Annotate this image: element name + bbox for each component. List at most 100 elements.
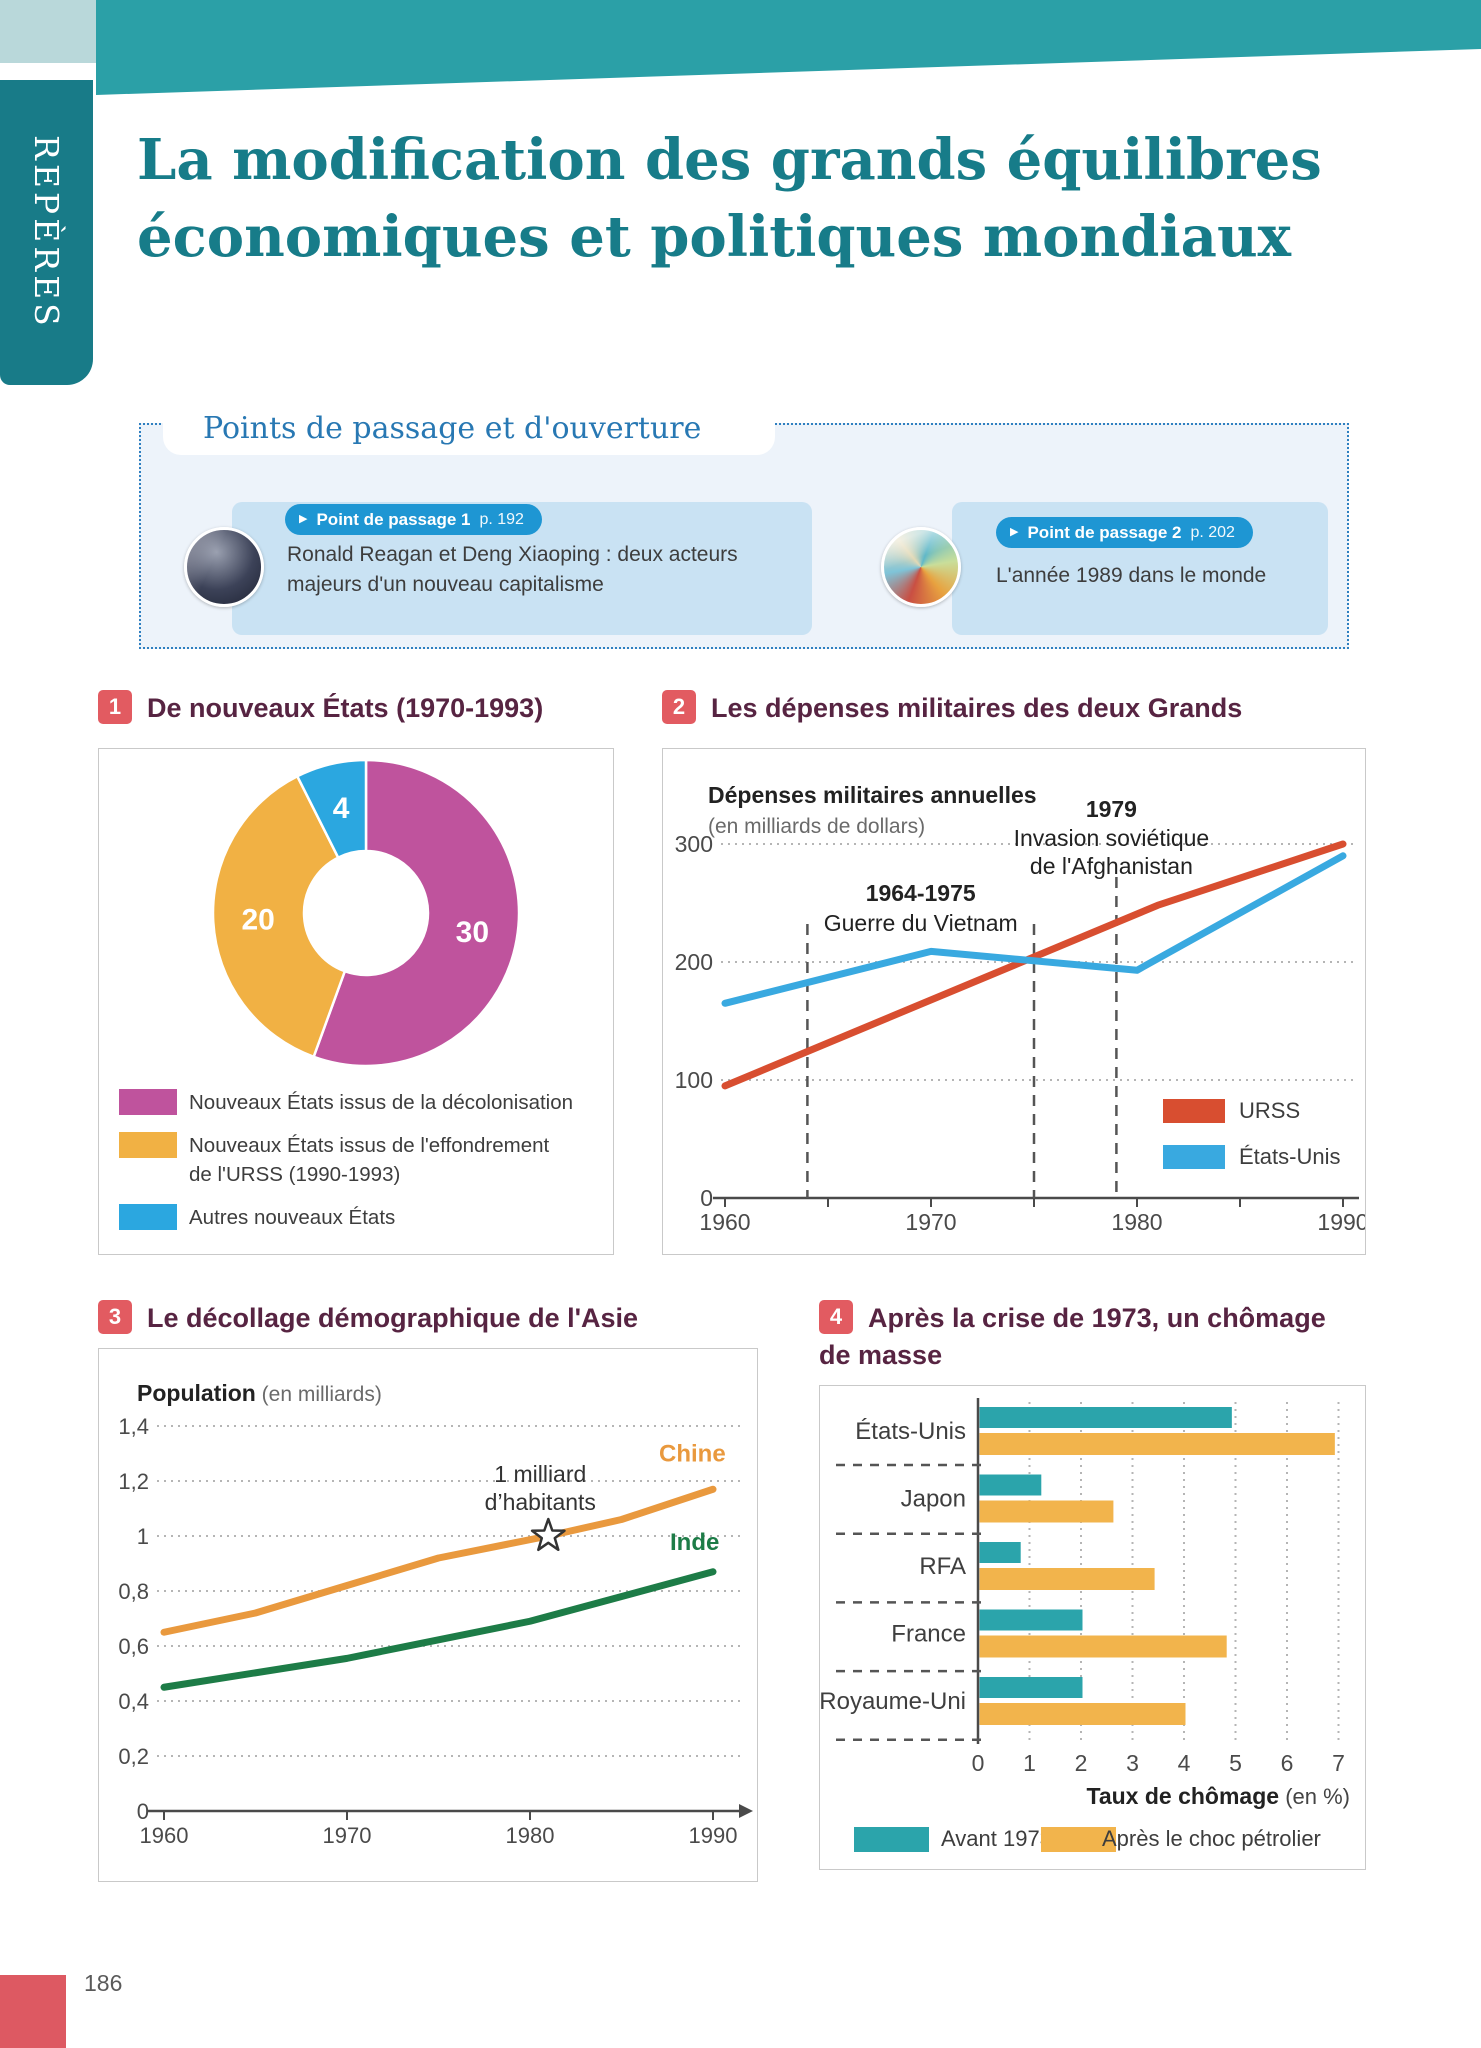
pill-page-ref: p. 192	[479, 510, 524, 528]
donut-slice	[211, 774, 347, 1059]
series-line-URSS	[721, 840, 1347, 1090]
star-marker	[530, 1517, 566, 1552]
section-1-header: 1 De nouveaux États (1970-1993)	[98, 690, 603, 727]
legend-swatch	[854, 1827, 929, 1852]
card-caption: L'année 1989 dans le monde	[996, 564, 1267, 587]
points-panel-tab: Points de passage et d'ouverture	[163, 401, 775, 455]
x-tick-label: 1	[1023, 1750, 1036, 1776]
legend-swatch	[1041, 1827, 1116, 1852]
military-spending-chart-box: Dépenses militaires annuelles (en milliar…	[662, 748, 1369, 1255]
pill-label: Point de passage 2	[1027, 522, 1182, 542]
y-tick-label: 1,2	[118, 1469, 149, 1494]
bar-avant-France	[979, 1609, 1083, 1631]
card-caption: Ronald Reagan et Deng Xiaoping : deux ac…	[287, 543, 738, 596]
x-tick-label: 2	[1075, 1750, 1088, 1776]
bar-apres-RFA	[979, 1568, 1155, 1590]
x-tick-label: 1990	[689, 1823, 738, 1848]
section-3-title: Le décollage démographique de l'Asie	[147, 1303, 639, 1333]
point-passage-card-1[interactable]: ▶ Point de passage 1 p. 192 Ronald Reaga…	[232, 502, 812, 635]
x-tick-label: 6	[1281, 1750, 1294, 1776]
points-panel-title: Points de passage et d'ouverture	[203, 410, 702, 446]
y-tick-label: 0,8	[118, 1579, 149, 1604]
x-tick-label: 1970	[323, 1823, 372, 1848]
x-axis-label: Taux de chômage (en %)	[1087, 1783, 1351, 1809]
legend-swatch	[119, 1204, 177, 1230]
annotation-text: d’habitants	[485, 1489, 596, 1515]
axis-arrow	[739, 1804, 753, 1818]
corner-accent	[0, 0, 96, 63]
legend-label: Nouveaux États issus de l'effondrement	[189, 1134, 550, 1157]
category-label: Royaume-Uni	[820, 1688, 966, 1715]
legend-label: Nouveaux États issus de la décolonisatio…	[189, 1091, 573, 1114]
series-label-Chine: Chine	[659, 1440, 726, 1467]
series-label-Inde: Inde	[670, 1529, 719, 1556]
berlin-wall-1989-photo	[881, 527, 961, 607]
annotation-title: 1964-1975	[866, 880, 976, 906]
footer-accent-square	[0, 1975, 66, 2048]
x-tick-label: 1980	[1111, 1209, 1162, 1235]
category-label: France	[891, 1621, 966, 1648]
y-tick-label: 0,6	[118, 1634, 149, 1659]
bar-apres-France	[979, 1635, 1227, 1658]
x-tick-label: 1970	[905, 1209, 956, 1235]
page-title-line2: économiques et politiques mondiaux	[137, 204, 1292, 270]
page-title: La modification des grands équilibres éc…	[137, 122, 1322, 276]
y-tick-label: 0,4	[118, 1689, 149, 1714]
section-2-badge: 2	[662, 690, 696, 724]
page-title-line1: La modification des grands équilibres	[137, 127, 1322, 193]
annotation-text: 1 milliard	[494, 1461, 586, 1487]
points-panel: Points de passage et d'ouverture ▶ Point…	[139, 401, 1349, 649]
section-1-title: De nouveaux États (1970-1993)	[147, 693, 544, 723]
legend-label: Avant 1973	[941, 1826, 1052, 1851]
page-number: 186	[84, 1970, 123, 1996]
pill-page-ref: p. 202	[1190, 523, 1235, 541]
x-tick-label: 1960	[699, 1209, 750, 1235]
reperes-spine-tab: REPÈRES	[0, 80, 93, 385]
x-tick-label: 1980	[506, 1823, 555, 1848]
reagan-deng-photo	[184, 527, 264, 607]
point-passage-1-pill[interactable]: ▶ Point de passage 1 p. 192	[285, 504, 542, 535]
chart-subtitle: (en milliards de dollars)	[708, 815, 925, 838]
bar-apres-Japon	[979, 1500, 1114, 1523]
section-4-badge: 4	[819, 1300, 853, 1334]
series-line-États-Unis	[721, 852, 1347, 1007]
new-states-donut-chart: 30 20 4 Nouveaux États issus de la décoloni…	[119, 758, 573, 1230]
category-label: États-Unis	[855, 1418, 966, 1445]
new-states-chart-box: 30 20 4 Nouveaux États issus de la décoloni…	[98, 748, 614, 1255]
x-tick-label: 1990	[1317, 1209, 1365, 1235]
legend-swatch	[1163, 1099, 1225, 1123]
donut-slice	[312, 758, 521, 1068]
category-label: RFA	[919, 1553, 966, 1580]
category-label: Japon	[901, 1486, 966, 1513]
unemployment-bar-chart: 0 1 2 3 4 5 6 7 États-Unis Japon RFA France Royaume-…	[819, 1398, 1351, 1852]
x-tick-label: 3	[1126, 1750, 1139, 1776]
play-icon: ▶	[1010, 526, 1019, 538]
series-line-Inde	[160, 1568, 717, 1691]
section-3-badge: 3	[98, 1300, 132, 1334]
header-banner	[96, 0, 1481, 95]
y-tick-label: 100	[675, 1067, 713, 1093]
asia-population-chart-box: Population (en milliards) 0 0,2 0,4 0,6 0,8 1 1…	[98, 1348, 758, 1882]
bar-apres-Royaume-Uni	[979, 1703, 1186, 1725]
point-passage-2-pill[interactable]: ▶ Point de passage 2 p. 202	[996, 517, 1253, 548]
y-tick-label: 0	[700, 1185, 713, 1211]
bar-avant-Royaume-Uni	[979, 1677, 1083, 1698]
donut-slice	[295, 758, 368, 860]
series-line-Chine	[160, 1485, 717, 1636]
unemployment-chart-box: 0 1 2 3 4 5 6 7 États-Unis Japon RFA France Royaume-…	[819, 1385, 1366, 1870]
y-tick-label: 0	[137, 1799, 149, 1824]
legend-label: États-Unis	[1239, 1144, 1340, 1169]
annotation-text: Invasion soviétique	[1014, 825, 1210, 851]
section-4-header: 4 Après la crise de 1973, un chômage de …	[819, 1300, 1359, 1374]
legend-label: URSS	[1239, 1098, 1300, 1123]
donut-slice-value: 30	[456, 916, 489, 949]
bar-apres-États-Unis	[979, 1433, 1335, 1455]
y-tick-label: 1	[137, 1524, 149, 1549]
point-passage-card-2[interactable]: ▶ Point de passage 2 p. 202 L'année 1989…	[952, 502, 1328, 635]
military-spending-line-chart: Dépenses militaires annuelles (en milliar…	[675, 782, 1369, 1235]
legend-swatch	[119, 1132, 177, 1158]
section-2-header: 2 Les dépenses militaires des deux Grand…	[662, 690, 1364, 727]
pill-label: Point de passage 1	[316, 509, 471, 529]
bar-avant-RFA	[979, 1542, 1021, 1563]
